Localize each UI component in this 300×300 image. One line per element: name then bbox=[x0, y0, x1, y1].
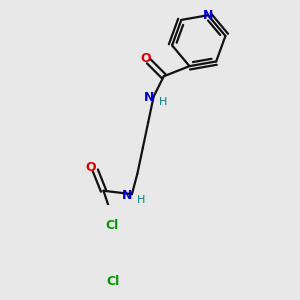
Text: Cl: Cl bbox=[105, 219, 119, 232]
Text: N: N bbox=[203, 9, 213, 22]
Text: N: N bbox=[122, 189, 132, 202]
Text: H: H bbox=[159, 97, 167, 107]
Text: H: H bbox=[137, 195, 146, 205]
Text: O: O bbox=[140, 52, 151, 65]
Text: Cl: Cl bbox=[106, 275, 119, 288]
Text: N: N bbox=[144, 92, 154, 104]
Text: O: O bbox=[85, 160, 96, 173]
